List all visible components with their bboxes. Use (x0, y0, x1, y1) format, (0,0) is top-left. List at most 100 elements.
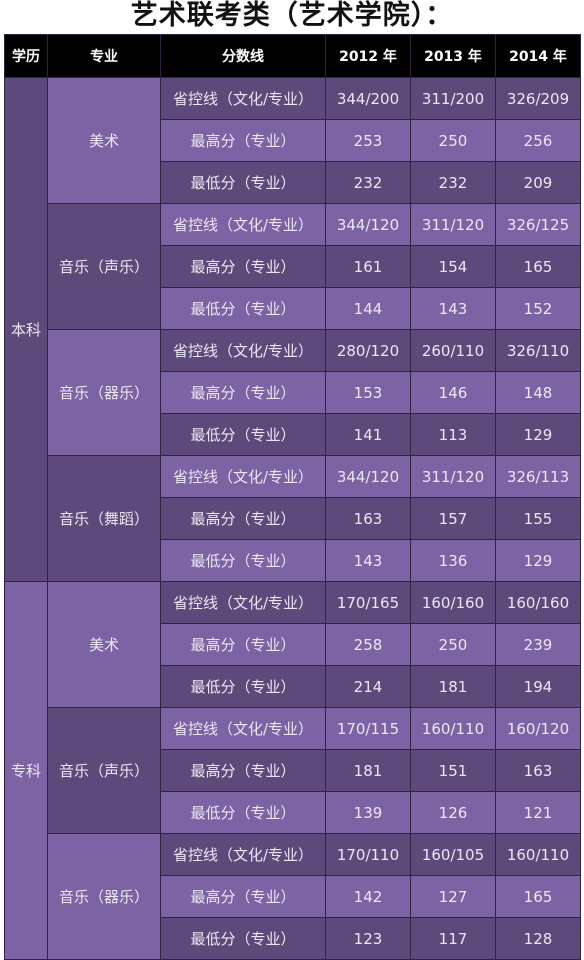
score-2012-cell: 141 (325, 413, 411, 456)
score-2012-cell: 170/165 (325, 581, 411, 624)
score-2014-cell: 121 (495, 791, 581, 834)
score-2013-cell: 136 (410, 539, 496, 582)
score-type-cell: 最高分（专业） (160, 371, 326, 414)
score-2012-cell: 253 (325, 119, 411, 162)
score-type-cell: 最低分（专业） (160, 917, 326, 960)
table-row: 最低分（专业） 144 143 152 (5, 287, 581, 330)
score-2014-cell: 148 (495, 371, 581, 414)
score-2013-cell: 154 (410, 245, 496, 288)
level-cell: 专科 (4, 581, 48, 960)
score-type-cell: 省控线（文化/专业） (160, 77, 326, 120)
score-type-cell: 省控线（文化/专业） (160, 329, 326, 372)
score-type-cell: 最高分（专业） (160, 749, 326, 792)
score-2014-cell: 160/120 (495, 707, 581, 750)
score-2014-cell: 326/125 (495, 203, 581, 246)
score-type-cell: 省控线（文化/专业） (160, 455, 326, 498)
score-type-cell: 省控线（文化/专业） (160, 833, 326, 876)
score-2012-cell: 214 (325, 665, 411, 708)
table-row: 最高分（专业） 258 250 239 (5, 623, 581, 666)
score-2013-cell: 160/110 (410, 707, 496, 750)
score-type-cell: 最低分（专业） (160, 287, 326, 330)
table-row: 音乐（舞蹈） 省控线（文化/专业） 344/120 311/120 326/113 (5, 455, 581, 582)
score-2013-cell: 260/110 (410, 329, 496, 372)
score-type-cell: 省控线（文化/专业） (160, 203, 326, 246)
table-body: 本科 美术 省控线（文化/专业） 344/200 311/200 326/209 最高分（专… (4, 77, 581, 960)
score-2014-cell: 160/160 (495, 581, 581, 624)
table-row: 最高分（专业） 163 157 155 (5, 497, 581, 540)
score-2014-cell: 165 (495, 245, 581, 288)
score-2014-cell: 155 (495, 497, 581, 540)
major-cell: 美术 (47, 581, 161, 708)
score-type-cell: 最高分（专业） (160, 623, 326, 666)
score-type-cell: 最高分（专业） (160, 875, 326, 918)
score-2014-cell: 163 (495, 749, 581, 792)
score-type-cell: 省控线（文化/专业） (160, 707, 326, 750)
score-2012-cell: 123 (325, 917, 411, 960)
score-2013-cell: 157 (410, 497, 496, 540)
score-2013-cell: 181 (410, 665, 496, 708)
major-cell: 音乐（声乐） (47, 707, 161, 834)
score-type-cell: 最低分（专业） (160, 413, 326, 456)
score-2012-cell: 153 (325, 371, 411, 414)
score-type-cell: 最低分（专业） (160, 665, 326, 708)
score-2013-cell: 143 (410, 287, 496, 330)
score-2012-cell: 181 (325, 749, 411, 792)
header-year-2013: 2013 年 (410, 34, 496, 78)
score-2014-cell: 128 (495, 917, 581, 960)
score-type-cell: 最低分（专业） (160, 539, 326, 582)
level-cell: 本科 (4, 77, 48, 582)
score-2012-cell: 258 (325, 623, 411, 666)
score-2012-cell: 163 (325, 497, 411, 540)
score-2013-cell: 146 (410, 371, 496, 414)
score-2013-cell: 311/120 (410, 455, 496, 498)
score-2013-cell: 250 (410, 119, 496, 162)
score-2014-cell: 129 (495, 413, 581, 456)
major-cell: 音乐（舞蹈） (47, 455, 161, 582)
score-2013-cell: 232 (410, 161, 496, 204)
score-2012-cell: 139 (325, 791, 411, 834)
table-row: 最低分（专业） 214 181 194 (5, 665, 581, 708)
score-2014-cell: 239 (495, 623, 581, 666)
header-row: 学历 专业 分数线 2012 年 2013 年 2014 年 (4, 34, 581, 78)
score-2012-cell: 144 (325, 287, 411, 330)
major-cell: 音乐（声乐） (47, 203, 161, 330)
score-2014-cell: 194 (495, 665, 581, 708)
page-title: 艺术联考类（艺术学院）： (130, 0, 454, 31)
header-year-2014: 2014 年 (495, 34, 581, 78)
score-2014-cell: 326/209 (495, 77, 581, 120)
score-table: 学历 专业 分数线 2012 年 2013 年 2014 年 本科 美术 省控线（文… (4, 34, 581, 960)
table-row: 音乐（声乐） 省控线（文化/专业） 344/120 311/120 326/125 (5, 203, 581, 330)
score-2013-cell: 311/120 (410, 203, 496, 246)
table-row: 最高分（专业） 161 154 165 (5, 245, 581, 288)
header-major: 专业 (47, 34, 161, 78)
score-2013-cell: 127 (410, 875, 496, 918)
score-type-cell: 最高分（专业） (160, 497, 326, 540)
score-2013-cell: 160/105 (410, 833, 496, 876)
score-2014-cell: 165 (495, 875, 581, 918)
score-type-cell: 最高分（专业） (160, 245, 326, 288)
score-type-cell: 最高分（专业） (160, 119, 326, 162)
score-2012-cell: 232 (325, 161, 411, 204)
score-2012-cell: 280/120 (325, 329, 411, 372)
score-2012-cell: 161 (325, 245, 411, 288)
score-2014-cell: 209 (495, 161, 581, 204)
header-level: 学历 (4, 34, 48, 78)
table-row: 音乐（器乐） 省控线（文化/专业） 170/110 160/105 160/110 (5, 833, 581, 960)
table-row: 最高分（专业） 142 127 165 (5, 875, 581, 918)
table-row: 最高分（专业） 253 250 256 (5, 119, 581, 162)
table-row: 最低分（专业） 141 113 129 (5, 413, 581, 456)
table-row: 音乐（器乐） 省控线（文化/专业） 280/120 260/110 326/110 (5, 329, 581, 456)
score-2012-cell: 170/115 (325, 707, 411, 750)
score-2013-cell: 160/160 (410, 581, 496, 624)
major-cell: 音乐（器乐） (47, 833, 161, 960)
score-2012-cell: 344/120 (325, 455, 411, 498)
score-2013-cell: 250 (410, 623, 496, 666)
score-2014-cell: 152 (495, 287, 581, 330)
table-row: 最低分（专业） 232 232 209 (5, 161, 581, 204)
score-2014-cell: 326/113 (495, 455, 581, 498)
score-2014-cell: 326/110 (495, 329, 581, 372)
table-row: 最低分（专业） 139 126 121 (5, 791, 581, 834)
table-row: 最低分（专业） 143 136 129 (5, 539, 581, 582)
table-row: 本科 美术 省控线（文化/专业） 344/200 311/200 326/209 (4, 77, 581, 582)
score-type-cell: 省控线（文化/专业） (160, 581, 326, 624)
